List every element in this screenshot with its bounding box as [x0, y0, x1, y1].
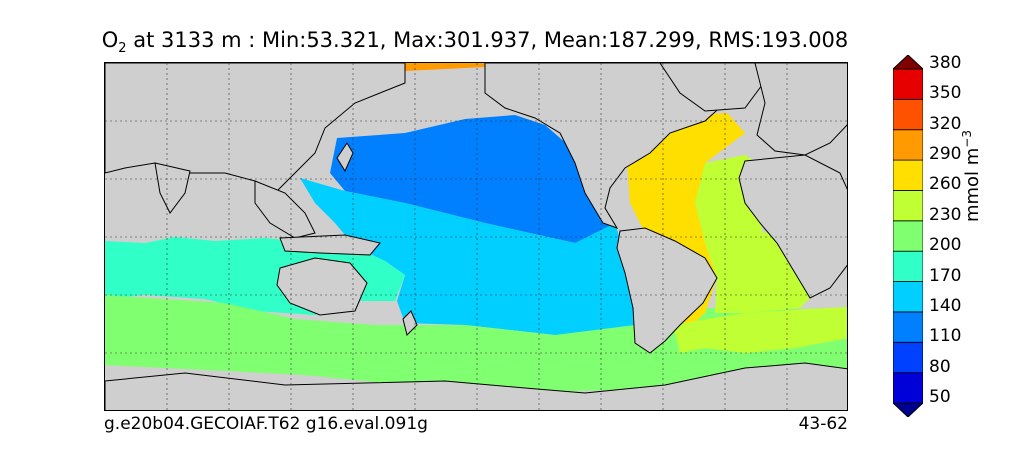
title-species-subscript: 2 — [118, 41, 127, 57]
colorbar-tick-label: 290 — [929, 144, 962, 165]
title-species: O — [101, 28, 119, 52]
land-se-asia — [254, 180, 316, 239]
land-greenland — [659, 63, 766, 112]
colorbar-tick-label: 80 — [929, 356, 951, 377]
title-stats: at 3133 m : Min:53.321, Max:301.937, Mea… — [126, 28, 849, 52]
colorbar-bin-10 — [893, 98, 923, 131]
colorbar-svg — [893, 55, 923, 417]
land-australia — [276, 257, 368, 316]
region-equatorial-south-pacific — [300, 178, 637, 341]
colorbar — [893, 55, 923, 417]
colorbar-extend-high — [893, 55, 923, 70]
colorbar-tick-label: 350 — [929, 83, 962, 104]
colorbar-tick-label: 380 — [929, 53, 962, 73]
land-south-america — [616, 227, 718, 354]
region-eastern-atlantic — [695, 155, 825, 313]
colorbar-bin-4 — [893, 281, 923, 313]
units-exponent: −3 — [960, 129, 974, 148]
land-india — [154, 162, 191, 214]
colorbar-bin-8 — [893, 159, 923, 191]
land-new-zealand — [402, 310, 418, 336]
colorbar-extend-low — [893, 402, 923, 417]
chart-title: O2 at 3133 m : Min:53.321, Max:301.937, … — [0, 28, 950, 56]
run-name: g.e20b04.GECOIAF.T62 g16.eval.091g — [104, 414, 428, 434]
colorbar-bin-3 — [893, 311, 923, 343]
region-south-atlantic — [673, 307, 847, 353]
colorbar-bin-9 — [893, 129, 923, 161]
colorbar-bin-11 — [893, 68, 923, 100]
colorbar-bin-2 — [893, 341, 923, 374]
colorbar-tick-label: 200 — [929, 235, 962, 256]
map-svg — [105, 63, 847, 410]
land-indonesia — [279, 234, 381, 256]
region-north-pacific — [330, 115, 617, 243]
colorbar-bin-6 — [893, 220, 923, 252]
colorbar-tick-label: 140 — [929, 295, 962, 316]
colorbar-units: mmol m−3 — [960, 116, 983, 236]
colorbar-tick-label: 230 — [929, 204, 962, 225]
land-antarctica — [105, 362, 847, 410]
colorbar-tick-label: 110 — [929, 326, 962, 347]
colorbar-tick-label: 50 — [929, 387, 951, 407]
colorbar-tick-label: 170 — [929, 265, 962, 286]
colorbar-tick-label: 320 — [929, 113, 962, 134]
land-africa — [738, 154, 847, 299]
ocean-map — [104, 62, 848, 411]
grid-lines — [105, 63, 847, 410]
colorbar-bin-5 — [893, 250, 923, 282]
colorbar-bin-7 — [893, 190, 923, 222]
land-masses — [105, 63, 847, 410]
year-range: 43-62 — [798, 414, 848, 434]
colorbar-bin-1 — [893, 372, 923, 404]
colorbar-tick-label: 260 — [929, 174, 962, 195]
units-main: mmol m — [962, 147, 983, 223]
